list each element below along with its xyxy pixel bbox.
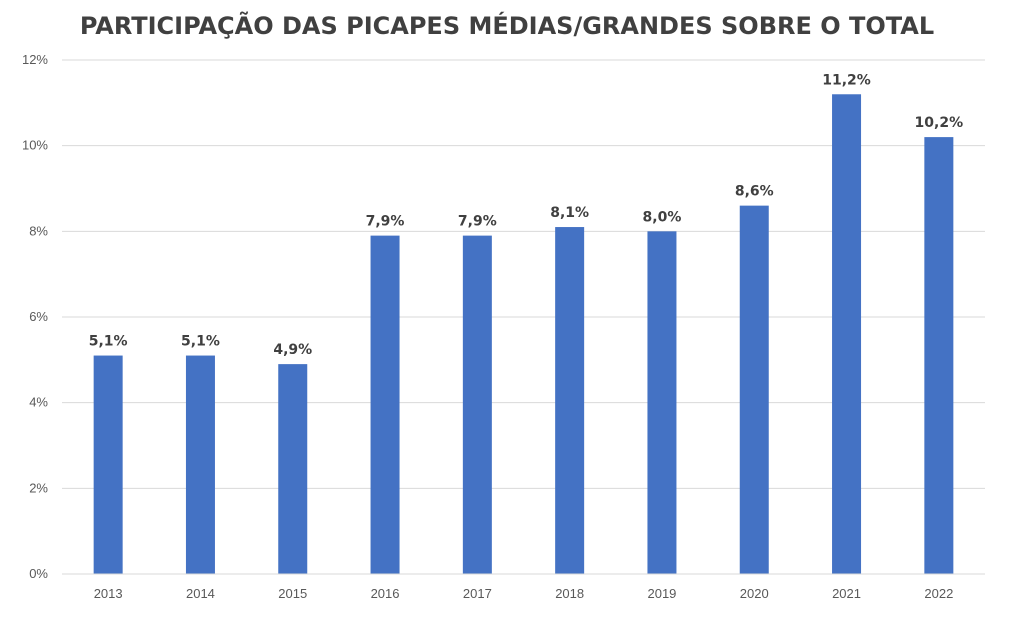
data-label: 8,6% [735,184,774,200]
data-label: 11,2% [822,72,871,88]
y-tick-label: 8% [29,223,48,238]
y-axis-ticks: 0% 2% 4% 6% 8% 10% 12% [22,52,48,581]
x-tick-label: 2014 [186,586,215,601]
y-tick-label: 10% [22,138,48,153]
x-tick-label: 2020 [740,586,769,601]
data-label: 10,2% [915,115,964,131]
x-tick-label: 2017 [463,586,492,601]
x-tick-label: 2016 [371,586,400,601]
y-tick-label: 2% [29,480,48,495]
data-label: 5,1% [181,334,220,350]
y-tick-label: 0% [29,566,48,581]
bar [555,227,585,575]
data-labels: 5,1% 5,1% 4,9% 7,9% 7,9% 8,1% 8,0% 8,6% 11,2% 10,… [89,72,963,358]
x-tick-label: 2018 [555,586,584,601]
chart-title: PARTICIPAÇÃO DAS PICAPES MÉDIAS/GRANDES … [80,11,934,40]
data-label: 7,9% [458,214,497,230]
bar [278,364,308,574]
x-tick-label: 2019 [647,586,676,601]
bars [93,94,954,575]
gridlines [62,59,985,489]
y-tick-label: 6% [29,309,48,324]
x-tick-label: 2022 [924,586,953,601]
bar [832,94,862,575]
y-tick-label: 12% [22,52,48,67]
bar [924,137,954,574]
x-tick-label: 2013 [94,586,123,601]
data-label: 4,9% [273,342,312,358]
y-tick-label: 4% [29,395,48,410]
bar [739,205,769,574]
bar [185,355,215,574]
data-label: 8,0% [643,209,682,225]
x-tick-label: 2021 [832,586,861,601]
x-axis-ticks: 2013 2014 2015 2016 2017 2018 2019 2020 2021 2022 [94,586,954,601]
bar [647,231,677,575]
data-label: 5,1% [89,334,128,350]
bar [370,235,400,574]
bar [93,355,123,574]
bar [462,235,492,574]
data-label: 8,1% [550,205,589,221]
data-label: 7,9% [366,214,405,230]
x-tick-label: 2015 [278,586,307,601]
